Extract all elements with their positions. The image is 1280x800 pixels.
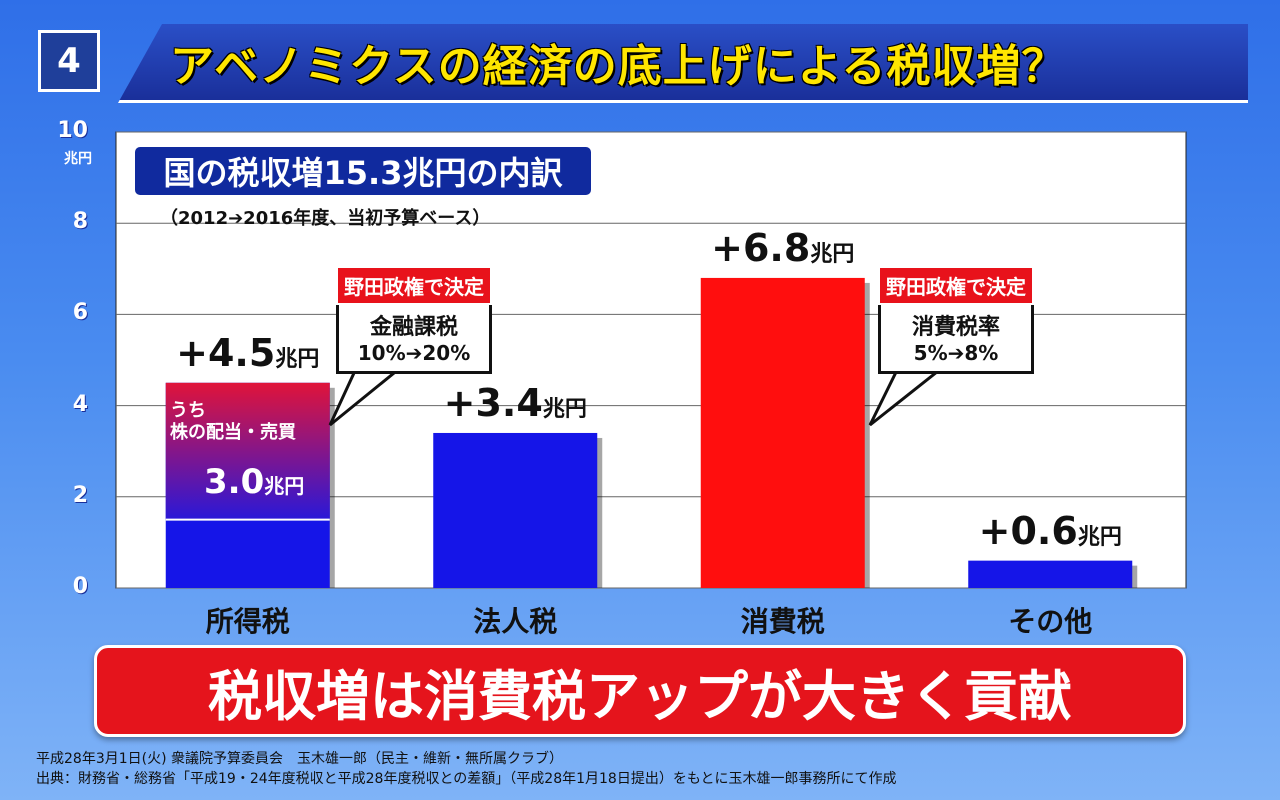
value-label-number: +0.6 xyxy=(978,508,1078,553)
in-bar-note-line2: 株の配当・売買 xyxy=(170,422,296,443)
bar-stacked-segment xyxy=(165,382,330,520)
value-label-number: +4.5 xyxy=(176,330,276,375)
value-label-unit: 兆円 xyxy=(275,346,320,372)
chart-title: 国の税収増15.3兆円の内訳 xyxy=(132,144,594,198)
bar-4 xyxy=(968,560,1133,588)
bar-2 xyxy=(433,432,598,588)
y-tick-label: 4 xyxy=(72,391,88,417)
in-bar-value-unit: 兆円 xyxy=(264,474,305,498)
y-tick-label: 10 xyxy=(57,118,88,143)
value-label-unit: 兆円 xyxy=(810,241,855,267)
x-category-label: 法人税 xyxy=(473,605,558,638)
bar-3 xyxy=(700,277,865,588)
callout-line1: 金融課税 xyxy=(369,315,458,340)
callout-tag: 野田政権で決定 xyxy=(336,266,492,305)
chart-subtitle: （2012➔2016年度、当初予算ベース） xyxy=(160,208,491,229)
x-category-label: その他 xyxy=(1008,605,1093,638)
x-category-label: 消費税 xyxy=(740,605,825,638)
footer-source-line1: 平成28年3月1日(火) 衆議院予算委員会 玉木雄一郎（民主・維新・無所属クラブ… xyxy=(36,751,564,767)
callout-tag: 野田政権で決定 xyxy=(878,266,1034,305)
in-bar-note: うち 株の配当・売買 xyxy=(170,400,296,444)
header-band xyxy=(118,24,1248,103)
y-tick-label: 0 xyxy=(72,574,88,599)
in-bar-value-number: 3.0 xyxy=(204,462,265,502)
in-bar-value: 3.0兆円 xyxy=(204,462,304,502)
value-label: +6.8兆円 xyxy=(673,226,893,270)
y-tick-label: 2 xyxy=(72,482,88,508)
conclusion-banner: 税収増は消費税アップが大きく貢献 xyxy=(94,645,1186,737)
y-axis-unit: 兆円 xyxy=(64,151,92,167)
callout-consumption-tax: 野田政権で決定 消費税率 5%➔8% xyxy=(878,266,1034,374)
x-category-label: 所得税 xyxy=(205,605,290,638)
value-label: +4.5兆円 xyxy=(138,331,358,375)
callout-body: 金融課税 10%➔20% xyxy=(336,305,492,374)
footer-source-line2: 出典：財務省・総務省「平成19・24年度税収と平成28年度税収との差額」（平成2… xyxy=(36,771,897,787)
callout-line2: 10%➔20% xyxy=(357,341,471,365)
callout-financial-tax: 野田政権で決定 金融課税 10%➔20% xyxy=(336,266,492,374)
value-label-number: +6.8 xyxy=(711,225,811,270)
callout-line1: 消費税率 xyxy=(911,315,1000,340)
in-bar-note-line1: うち xyxy=(170,400,206,421)
slide-title: アベノミクスの経済の底上げによる税収増？ xyxy=(170,41,1067,92)
slide-number: 4 xyxy=(38,30,100,92)
y-tick-label: 8 xyxy=(72,209,88,235)
value-label-unit: 兆円 xyxy=(1077,524,1122,550)
callout-line2: 5%➔8% xyxy=(913,341,999,365)
value-label: +3.4兆円 xyxy=(405,381,625,425)
value-label: +0.6兆円 xyxy=(940,509,1160,553)
callout-body: 消費税率 5%➔8% xyxy=(878,305,1034,374)
value-label-number: +3.4 xyxy=(443,380,543,425)
value-label-unit: 兆円 xyxy=(542,396,587,422)
y-tick-label: 6 xyxy=(72,300,88,326)
